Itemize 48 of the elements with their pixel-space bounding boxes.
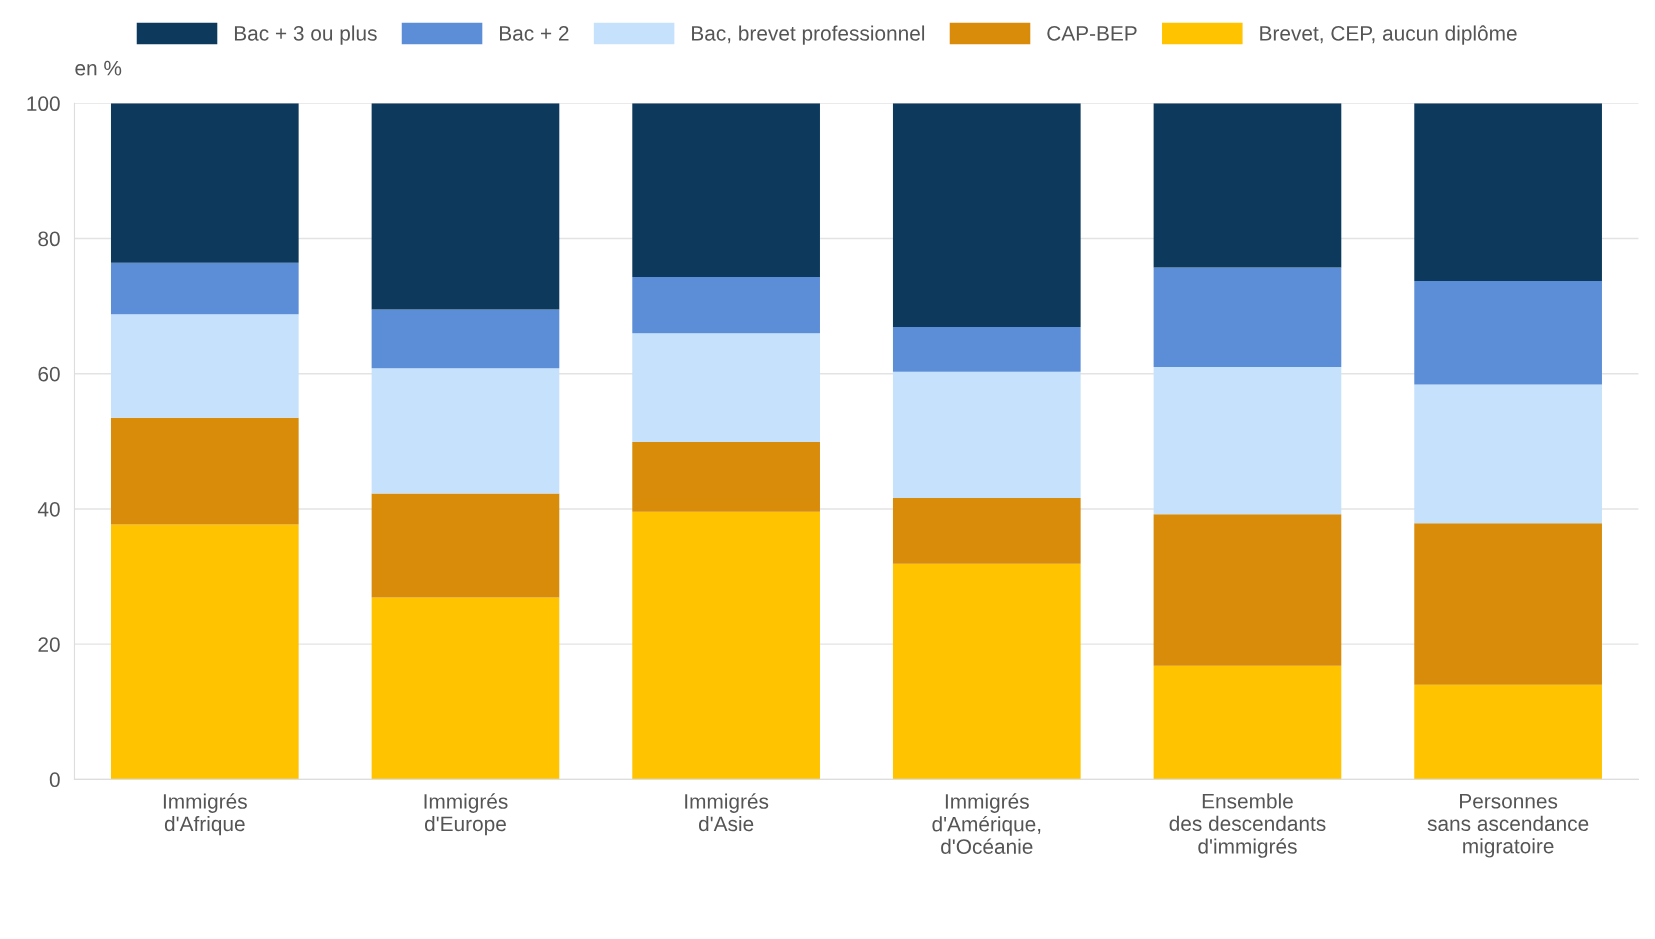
- bar: [632, 333, 820, 443]
- bar: [371, 493, 560, 598]
- y-tick-label: 80: [38, 231, 60, 247]
- y-tick-label: 100: [27, 96, 60, 112]
- legend-label: Bac + 3 ou plus: [234, 25, 377, 45]
- bar: [110, 103, 299, 263]
- x-tick-label: Immigrés d'Asie: [685, 793, 769, 832]
- legend-label: Brevet, CEP, aucun diplôme: [1260, 25, 1517, 45]
- y-axis-title: en %: [75, 60, 122, 76]
- x-tick-label: Immigrés d'Amérique, d'Océanie: [932, 793, 1041, 854]
- bar: [1153, 267, 1342, 367]
- legend-label: CAP-BEP: [1047, 25, 1137, 41]
- bar: [1414, 281, 1602, 385]
- bar: [371, 597, 560, 780]
- bar: [892, 563, 1081, 780]
- x-tick-label: Immigrés d'Afrique: [163, 793, 247, 836]
- bar: [1414, 103, 1602, 282]
- legend-label: Bac, brevet professionnel: [692, 25, 925, 45]
- bar: [1153, 366, 1342, 515]
- bar: [1153, 665, 1342, 780]
- bar: [892, 327, 1081, 372]
- bar: [892, 103, 1081, 328]
- bar: [632, 277, 820, 334]
- bar: [110, 314, 299, 418]
- bar: [110, 417, 299, 525]
- bar: [892, 498, 1081, 564]
- y-tick-label: 0: [49, 772, 60, 788]
- bar: [371, 103, 560, 310]
- bar: [1153, 103, 1342, 268]
- bar: [371, 368, 560, 494]
- y-tick-label: 40: [37, 501, 60, 517]
- x-tick-label: Personnes sans ascendance migratoire: [1427, 794, 1589, 858]
- bar: [371, 309, 560, 369]
- bar: [1153, 514, 1342, 666]
- bar: [1414, 684, 1602, 780]
- bar: [110, 524, 299, 780]
- bar: [632, 442, 820, 512]
- bar: [892, 371, 1081, 499]
- bar: [1414, 384, 1602, 524]
- bar: [110, 262, 299, 315]
- y-tick-label: 20: [38, 637, 60, 652]
- bar: [1414, 523, 1602, 685]
- x-tick-label: Immigrés d'Europe: [424, 793, 508, 836]
- legend-label: Bac + 2: [500, 25, 569, 41]
- bar: [632, 511, 820, 780]
- y-tick-label: 60: [38, 366, 60, 382]
- bar: [632, 103, 820, 278]
- x-tick-label: Ensemble des descendants d'immigrés: [1169, 793, 1326, 858]
